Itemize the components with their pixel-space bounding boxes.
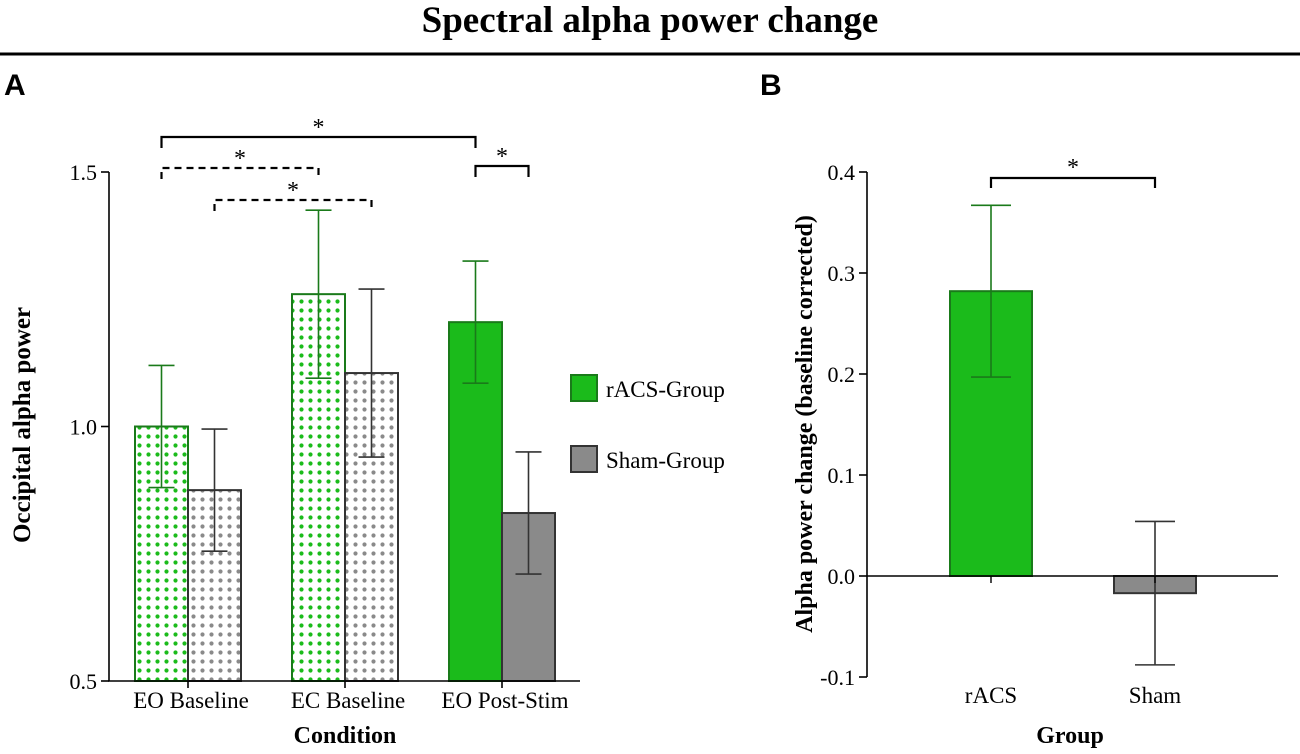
y-tick-label: 1.5 bbox=[70, 160, 98, 185]
significance-star: * bbox=[1067, 155, 1079, 181]
y-tick-label: 0.0 bbox=[828, 564, 856, 589]
panel-a-y-axis-title: Occipital alpha power bbox=[9, 307, 36, 543]
y-tick-label: 0.3 bbox=[828, 261, 856, 286]
panel-b-chart: B * rACS Sham -0.1 0.0 0.1 0.2 0.3 0.4 Alpha po… bbox=[760, 69, 1278, 749]
x-tick-label: Sham bbox=[1129, 683, 1182, 708]
y-tick-label: 0.1 bbox=[828, 463, 856, 488]
significance-bracket bbox=[474, 164, 530, 177]
panel-b-x-axis-title: Group bbox=[1036, 723, 1104, 749]
significance-star: * bbox=[313, 115, 325, 141]
legend-swatch-sham bbox=[570, 445, 598, 473]
y-tick-label: 0.5 bbox=[70, 669, 98, 694]
significance-bracket bbox=[213, 198, 373, 211]
significance-star: * bbox=[496, 144, 508, 170]
figure-title: Spectral alpha power change bbox=[422, 0, 879, 41]
y-tick-label: 0.4 bbox=[828, 160, 856, 185]
significance-bracket bbox=[989, 176, 1157, 188]
significance-star: * bbox=[287, 178, 299, 204]
legend-label-racs: rACS-Group bbox=[606, 377, 725, 402]
panel-a-label: A bbox=[4, 69, 26, 102]
x-tick-label: rACS bbox=[965, 683, 1017, 708]
panel-b-label: B bbox=[760, 69, 782, 102]
y-tick-label: 1.0 bbox=[70, 415, 98, 440]
significance-bracket bbox=[160, 166, 320, 179]
legend-swatch-racs bbox=[570, 374, 598, 402]
panel-b-y-axis-title: Alpha power change (baseline corrected) bbox=[792, 215, 818, 633]
significance-bracket bbox=[160, 135, 477, 148]
panel-a-x-axis-title: Condition bbox=[294, 723, 397, 749]
x-tick-label: EO Post-Stim bbox=[441, 688, 568, 713]
y-tick-label: -0.1 bbox=[820, 665, 855, 690]
legend-label-sham: Sham-Group bbox=[606, 448, 725, 473]
panel-a-chart: A * * * * 0.5 1.0 1.5 EO Baseline EC Baseline EO… bbox=[4, 69, 725, 749]
significance-star: * bbox=[234, 146, 246, 172]
x-tick-label: EC Baseline bbox=[291, 688, 405, 713]
x-tick-label: EO Baseline bbox=[133, 688, 249, 713]
y-tick-label: 0.2 bbox=[828, 362, 856, 387]
